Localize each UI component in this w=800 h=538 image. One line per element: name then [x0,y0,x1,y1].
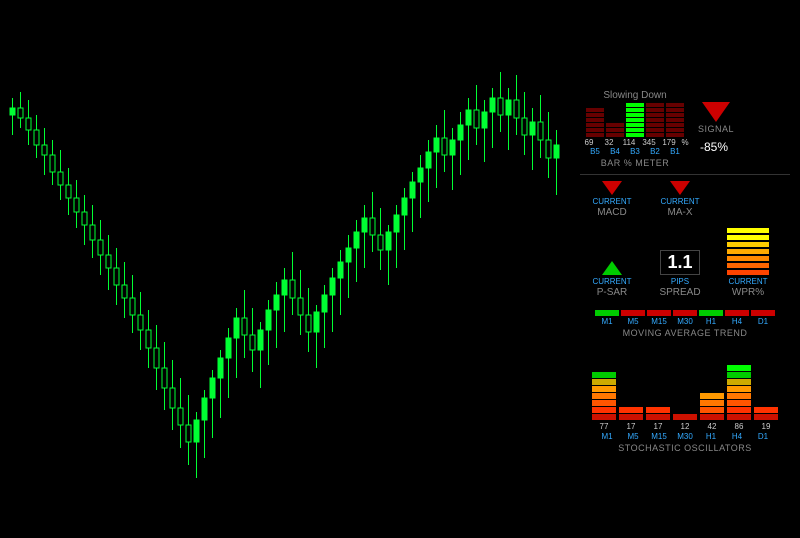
spread-indicator: 1.1 PIPS SPREAD [656,250,704,298]
ma-trend-cell [673,310,697,316]
stochastic-column [592,372,616,420]
wpr-indicator: CURRENT WPR% [724,228,772,298]
arrow-down-icon [602,181,622,195]
bar-percent-meter: Slowing Down 6932114345179% B5B4B3B2B1 B… [580,90,690,168]
stochastic-column [673,414,697,420]
stochastic-indicator: 77171712428619 M1M5M15M30H1H4D1 STOCHAST… [580,360,790,453]
bar-meter-label: BAR % METER [580,158,690,168]
stochastic-column [619,407,643,420]
ma-trend-cell [595,310,619,316]
bar-meter-title: Slowing Down [580,90,690,101]
stochastic-column [700,393,724,420]
signal-label: SIGNAL [698,124,734,134]
bar-meter-column [626,102,644,137]
stochastic-column [754,407,778,420]
macd-indicator: CURRENT MACD [588,181,636,218]
ma-trend-cell [647,310,671,316]
stochastic-column [646,407,670,420]
stochastic-column [727,365,751,420]
bar-meter-column [586,107,604,137]
ma-trend-cell [751,310,775,316]
signal-percent: -85% [700,140,732,154]
indicator-dashboard: Slowing Down 6932114345179% B5B4B3B2B1 B… [580,90,790,453]
signal-indicator: SIGNAL -85% [696,102,736,154]
bar-meter-column [606,122,624,137]
ma-trend-cell [699,310,723,316]
ma-trend-indicator: M1M5M15M30H1H4D1 MOVING AVERAGE TREND [580,310,790,338]
candlestick-chart[interactable] [0,0,570,533]
bar-meter-column [646,102,664,137]
psar-indicator: CURRENT P-SAR [588,261,636,298]
arrow-up-icon [602,261,622,275]
spread-value: 1.1 [660,250,699,275]
max-indicator: CURRENT MA-X [656,181,704,218]
arrow-down-icon [670,181,690,195]
bar-meter-column [666,102,684,137]
ma-trend-cell [621,310,645,316]
arrow-down-icon [702,102,730,122]
ma-trend-cell [725,310,749,316]
